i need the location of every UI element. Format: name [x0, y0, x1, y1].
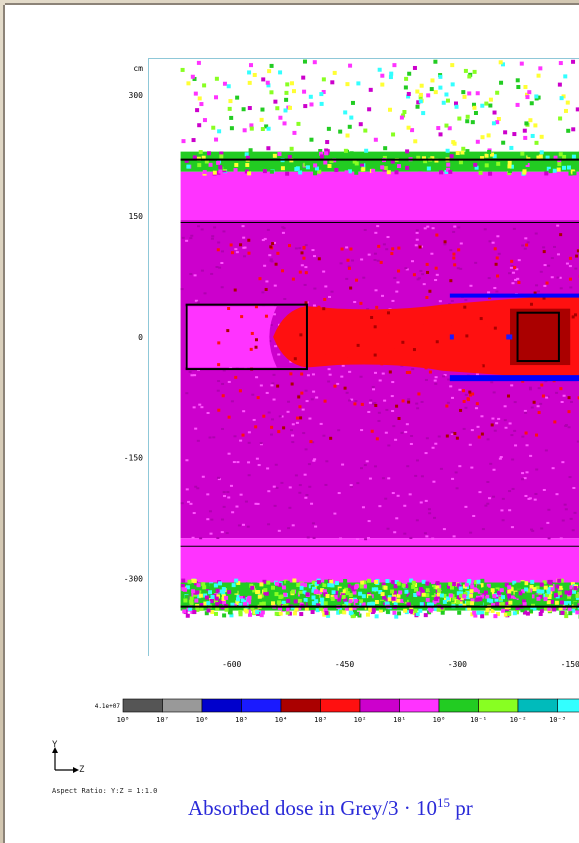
colorbar: 4.1e+07 10⁸ 10⁷ 10⁶ 10⁵ 10⁴ 10³ 10² 10¹ 10⁰ 10⁻¹ 10…	[95, 698, 579, 724]
colorbar-tick-label-3: 10⁵	[235, 716, 248, 724]
colorbar-tick-label-7: 10¹	[393, 716, 406, 724]
colorbar-swatch-6	[359, 698, 400, 713]
colorbar-swatch-10	[517, 698, 558, 713]
colorbar-tick-label-1: 10⁷	[156, 716, 169, 724]
y-tick-label-0: 300	[129, 91, 144, 100]
caption-exponent: 15	[437, 795, 451, 810]
target-inner-region	[185, 306, 277, 368]
colorbar-swatch-5	[320, 698, 361, 713]
colorbar-tick-label-6: 10²	[354, 716, 367, 724]
x-tick-label-3: -150	[561, 660, 579, 669]
red-scatter	[216, 233, 579, 444]
region-band-2	[180, 171, 579, 221]
colorbar-swatch-1	[162, 698, 203, 713]
beam-plate-upper	[449, 293, 579, 298]
colorbar-tick-label-4: 10⁴	[275, 716, 288, 724]
colorbar-swatch-4	[280, 698, 321, 713]
colorbar-swatch-3	[241, 698, 282, 713]
y-tick-label-4: -300	[124, 574, 143, 583]
figure-caption: Absorbed dose in Grey/3 · 1015 pr	[188, 795, 473, 821]
colorbar-swatch-7	[399, 698, 440, 713]
colorbar-swatch-0	[122, 698, 163, 713]
axis-layer: 300 150 0 -150 -300 cm -600 -450 -300 -150	[124, 64, 579, 669]
region-band-0	[149, 59, 579, 152]
x-tick-label-1: -450	[335, 660, 354, 669]
caption-text: Absorbed dose in Grey/3 · 10	[188, 796, 438, 820]
axis-y-letter: Y	[52, 740, 58, 750]
geometry-box-1	[516, 311, 560, 363]
dose-heatmap-chart: 300 150 0 -150 -300 cm -600 -450 -300 -150 4.1e+0…	[95, 59, 579, 724]
y-tick-label-3: -150	[124, 454, 143, 463]
caption-suffix: pr	[450, 796, 473, 820]
dark-core-region	[510, 308, 571, 366]
colorbar-tick-label-5: 10³	[314, 716, 327, 724]
colorbar-tick-label-9: 10⁻¹	[470, 716, 487, 724]
colorbar-swatch-9	[478, 698, 519, 713]
region-band-4	[180, 538, 579, 583]
figure-panel: 300 150 0 -150 -300 cm -600 -450 -300 -150 4.1e+0…	[5, 5, 579, 843]
colorbar-tick-label-11: 10⁻³	[549, 716, 566, 724]
colorbar-tick-label-10: 10⁻²	[510, 716, 527, 724]
x-tick-label-0: -600	[222, 660, 241, 669]
y-tick-label-2: 0	[138, 333, 143, 342]
axis-orientation-icon	[52, 747, 79, 773]
geometry-box-0	[185, 303, 308, 371]
colorbar-swatch-11	[557, 698, 579, 713]
region-band-6	[149, 610, 579, 655]
colorbar-swatch-2	[201, 698, 242, 713]
beam-plate-lower	[449, 375, 579, 382]
plot-layer	[149, 59, 579, 655]
colorbar-swatch-8	[438, 698, 479, 713]
region-band-1	[180, 151, 579, 172]
aspect-ratio-label: Aspect Ratio: Y:Z = 1:1.0	[52, 787, 158, 795]
y-tick-label-1: 150	[129, 212, 144, 221]
colorbar-tick-label-0: 10⁸	[117, 716, 130, 724]
colorbar-tick-label-2: 10⁶	[196, 716, 209, 724]
colorbar-max-label: 4.1e+07	[95, 703, 121, 710]
x-tick-label-2: -300	[448, 660, 467, 669]
blue-marker-2	[506, 334, 513, 340]
blue-marker-1	[449, 334, 454, 340]
colorbar-tick-label-8: 10⁰	[433, 716, 446, 724]
unit-label: cm	[133, 64, 143, 73]
axis-z-letter: Z	[79, 765, 85, 775]
